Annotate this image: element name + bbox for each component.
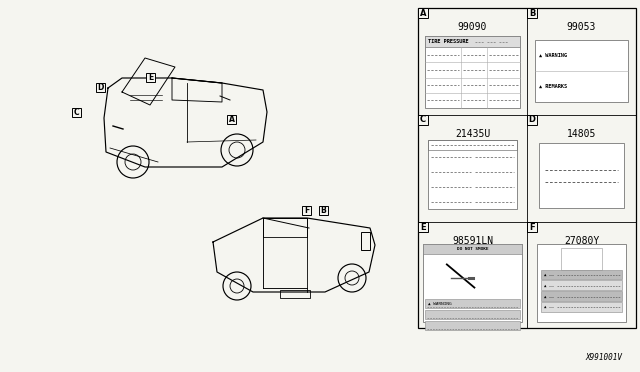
Text: ▲ ——: ▲ —— xyxy=(544,284,554,288)
Bar xyxy=(535,40,628,102)
Text: TIRE PRESSURE: TIRE PRESSURE xyxy=(428,39,468,44)
Bar xyxy=(425,321,520,330)
Text: ▲ ——: ▲ —— xyxy=(544,295,554,299)
Text: 98591LN: 98591LN xyxy=(452,236,493,246)
Text: 99090: 99090 xyxy=(458,22,487,32)
Text: D: D xyxy=(529,115,536,125)
Bar xyxy=(418,222,428,232)
Bar xyxy=(72,108,81,117)
Text: E: E xyxy=(148,73,153,82)
Text: A: A xyxy=(420,9,426,17)
Bar xyxy=(541,291,622,301)
Text: B: B xyxy=(529,9,535,17)
Text: 14805: 14805 xyxy=(567,129,596,139)
Text: X991001V: X991001V xyxy=(585,353,622,362)
Bar xyxy=(418,8,636,328)
Text: F: F xyxy=(304,206,309,215)
Bar xyxy=(361,232,370,250)
Text: F: F xyxy=(529,222,535,231)
Bar xyxy=(425,36,520,47)
Text: C: C xyxy=(420,115,426,125)
Bar xyxy=(428,140,517,150)
Text: 27080Y: 27080Y xyxy=(564,236,599,246)
Bar xyxy=(527,8,537,18)
Bar xyxy=(418,115,428,125)
Bar xyxy=(537,244,626,322)
Text: C: C xyxy=(74,108,79,117)
Bar xyxy=(527,115,537,125)
Bar xyxy=(425,299,520,308)
Text: ▲ ——: ▲ —— xyxy=(544,273,554,277)
Bar xyxy=(423,244,522,322)
Bar xyxy=(561,248,602,270)
Text: DO NOT SMOKE: DO NOT SMOKE xyxy=(457,247,488,251)
Text: B: B xyxy=(321,206,326,215)
Bar xyxy=(539,143,624,208)
Bar xyxy=(418,8,428,18)
Bar xyxy=(541,302,622,312)
Bar xyxy=(425,36,520,108)
Text: ▲ WARNING: ▲ WARNING xyxy=(539,53,567,58)
Text: E: E xyxy=(420,222,426,231)
Bar xyxy=(541,280,622,290)
Text: ▲ ——: ▲ —— xyxy=(544,305,554,309)
Bar xyxy=(428,140,517,209)
Bar xyxy=(319,206,328,215)
Text: 99053: 99053 xyxy=(567,22,596,32)
Text: 21435U: 21435U xyxy=(455,129,490,139)
Bar xyxy=(527,222,537,232)
Bar xyxy=(280,290,310,298)
Bar xyxy=(227,115,236,124)
Text: ▲ REMARKS: ▲ REMARKS xyxy=(539,84,567,89)
Text: D: D xyxy=(97,83,104,92)
Bar xyxy=(302,206,311,215)
Bar xyxy=(423,244,522,254)
Bar xyxy=(425,310,520,319)
Bar xyxy=(541,270,622,279)
Text: A: A xyxy=(228,115,234,124)
Bar xyxy=(146,73,155,82)
Text: ▲ WARNING: ▲ WARNING xyxy=(428,301,452,305)
Bar xyxy=(96,83,105,92)
